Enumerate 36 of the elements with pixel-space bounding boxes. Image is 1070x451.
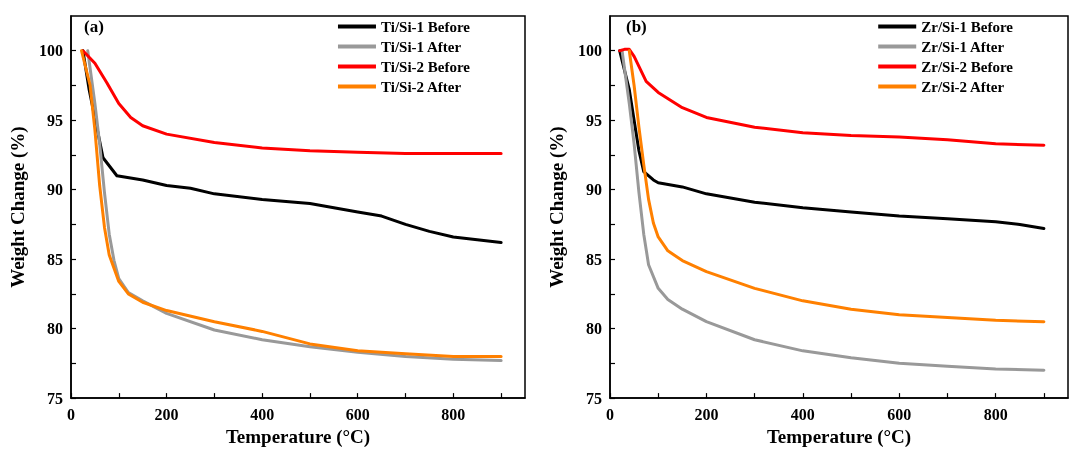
y-tick-label: 90 <box>47 181 63 199</box>
x-tick-label: 600 <box>345 405 370 423</box>
x-axis-title: Temperature (°C) <box>225 426 371 448</box>
y-tick-label: 100 <box>39 42 63 60</box>
legend-label: Ti/Si-2 After <box>380 78 462 95</box>
x-tick-label: 400 <box>790 405 815 423</box>
legend-label: Ti/Si-1 Before <box>380 18 471 35</box>
x-tick-label: 200 <box>694 405 719 423</box>
y-tick-label: 100 <box>578 42 602 60</box>
x-tick-label: 0 <box>606 405 614 423</box>
x-tick-label: 800 <box>983 405 1008 423</box>
x-tick-label: 200 <box>154 405 179 423</box>
y-axis-title: Weight Change (%) <box>7 126 29 288</box>
x-tick-label: 0 <box>67 405 75 423</box>
y-tick-label: 80 <box>47 320 63 338</box>
legend-label: Ti/Si-2 Before <box>380 58 471 75</box>
x-tick-label: 400 <box>250 405 275 423</box>
y-tick-label: 90 <box>586 181 602 199</box>
legend-label: Zr/Si-1 Before <box>921 18 1014 35</box>
legend-label: Zr/Si-1 After <box>921 38 1005 55</box>
x-tick-label: 600 <box>887 405 912 423</box>
annotation: (b) <box>626 17 647 36</box>
y-tick-label: 75 <box>47 389 63 407</box>
y-tick-label: 85 <box>47 250 63 268</box>
legend-label: Zr/Si-2 After <box>921 78 1005 95</box>
y-axis-title: Weight Change (%) <box>546 126 568 288</box>
x-axis-title: Temperature (°C) <box>766 426 912 448</box>
x-tick-label: 800 <box>441 405 466 423</box>
y-tick-label: 95 <box>586 111 602 129</box>
y-tick-label: 95 <box>47 111 63 129</box>
y-tick-label: 80 <box>586 320 602 338</box>
y-tick-label: 75 <box>586 389 602 407</box>
annotation: (a) <box>84 17 104 36</box>
legend-label: Ti/Si-1 After <box>380 38 462 55</box>
legend-label: Zr/Si-2 Before <box>921 58 1014 75</box>
y-tick-label: 85 <box>586 250 602 268</box>
